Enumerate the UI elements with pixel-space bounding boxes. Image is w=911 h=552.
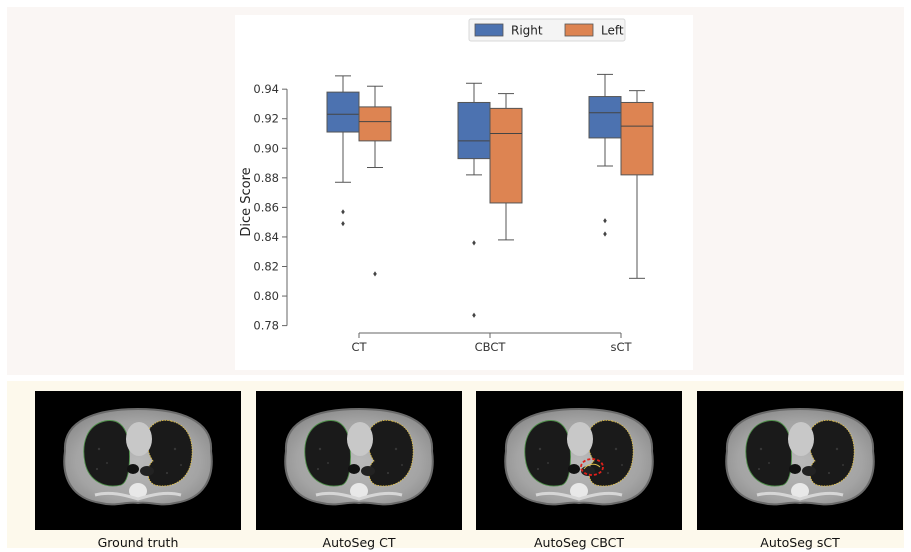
legend-swatch-left	[564, 23, 594, 37]
box-left	[489, 107, 523, 204]
ct-images-panel: Ground truth AutoSeg CT	[7, 381, 904, 550]
legend-label-right: Right	[511, 24, 543, 38]
chart-card: 0.78 0.80 0.82 0.84 0.86 0.88 0.90 0.92 0.94 Dice…	[235, 15, 693, 370]
legend-swatch-right	[474, 23, 504, 37]
y-tick-label: 0.82	[253, 260, 279, 274]
ct-panel-autoseg-ct: AutoSeg CT	[256, 391, 462, 550]
y-tick-label: 0.88	[253, 171, 279, 185]
caption-autoseg-cbct: AutoSeg CBCT	[533, 535, 624, 550]
ct-panel-autoseg-sct: AutoSeg sCT	[697, 391, 903, 550]
x-tick-label: sCT	[610, 340, 632, 354]
y-tick-label: 0.92	[253, 112, 279, 126]
ct-slice	[256, 391, 462, 530]
ct-panel-autoseg-cbct: AutoSeg CBCT	[476, 391, 682, 550]
x-tick-label: CT	[351, 340, 367, 354]
box-left	[358, 106, 392, 142]
box-right	[457, 101, 491, 160]
outlier-point	[603, 231, 607, 237]
y-tick-label: 0.86	[253, 200, 279, 214]
outlier-point	[603, 218, 607, 224]
outlier-point	[341, 209, 345, 215]
caption-ground-truth: Ground truth	[97, 535, 179, 550]
box-left	[620, 101, 654, 176]
ct-panel-ground-truth: Ground truth	[35, 391, 241, 550]
y-tick-label: 0.90	[253, 141, 279, 155]
legend-label-left: Left	[601, 24, 624, 38]
ct-image-autoseg-ct	[256, 391, 462, 530]
x-tick-label: CBCT	[475, 340, 507, 354]
ct-slice	[697, 391, 903, 530]
ct-image-autoseg-sct	[697, 391, 903, 530]
ct-image-autoseg-cbct	[476, 391, 682, 530]
caption-autoseg-sct: AutoSeg sCT	[760, 535, 840, 550]
box-plot: 0.78 0.80 0.82 0.84 0.86 0.88 0.90 0.92 0.94 Dice…	[239, 18, 654, 354]
ct-slice	[35, 391, 241, 530]
ct-slice	[476, 391, 682, 530]
box-right	[588, 96, 622, 139]
outlier-point	[373, 271, 377, 277]
outlier-point	[341, 221, 345, 227]
y-tick-label: 0.94	[253, 82, 279, 96]
caption-autoseg-ct: AutoSeg CT	[322, 535, 396, 550]
ct-image-ground-truth	[35, 391, 241, 530]
y-tick-label: 0.84	[253, 230, 279, 244]
y-tick-label: 0.80	[253, 289, 279, 303]
box-right	[326, 91, 360, 133]
outlier-point	[472, 240, 476, 246]
y-tick-label: 0.78	[253, 319, 279, 333]
outlier-point	[472, 312, 476, 318]
y-axis-label: Dice Score	[239, 167, 254, 236]
